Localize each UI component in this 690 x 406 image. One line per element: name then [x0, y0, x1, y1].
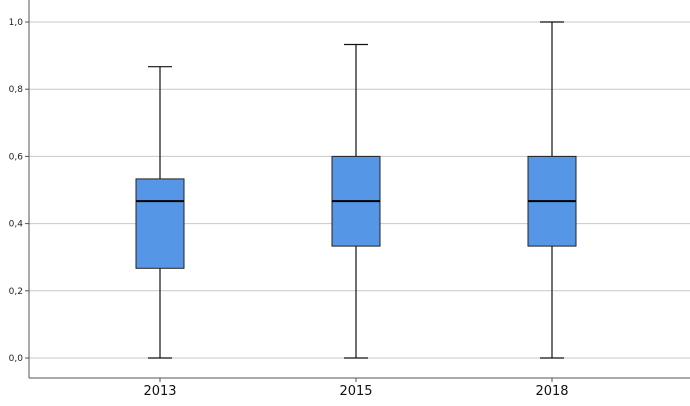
x-tick-label: 2018 [535, 384, 568, 399]
y-tick-label: 0,0 [9, 354, 24, 364]
x-tick-label: 2013 [143, 384, 176, 399]
y-axis-ticks: 0,0 0,2 0,4 0,6 0,8 1,0 [9, 18, 29, 364]
axes [28, 0, 690, 379]
boxes [135, 21, 577, 359]
x-tick-label: 2015 [339, 384, 372, 399]
y-tick-label: 0,6 [9, 152, 24, 162]
box-group-2015 [331, 43, 381, 359]
y-tick-label: 1,0 [9, 18, 24, 28]
box-group-2013 [135, 66, 185, 359]
y-tick-label: 0,4 [9, 220, 24, 230]
y-tick-label: 0,2 [9, 287, 23, 297]
box-group-2018 [527, 21, 577, 359]
iqr-box [135, 178, 185, 269]
x-axis-ticks: 2013 2015 2018 [143, 378, 569, 399]
y-tick-label: 0,8 [9, 85, 24, 95]
